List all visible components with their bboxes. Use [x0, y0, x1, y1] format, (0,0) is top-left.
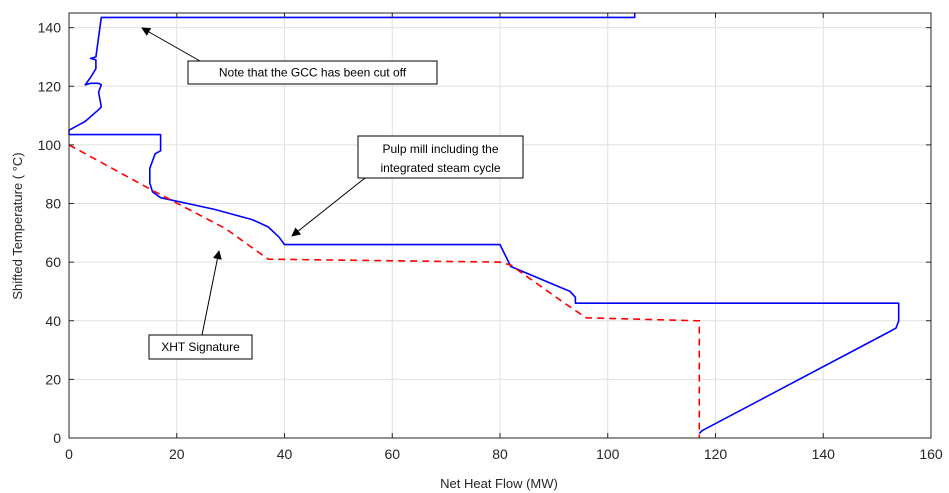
x-tick-label: 80	[492, 446, 508, 462]
annotation-box	[187, 60, 438, 85]
annotation-text: Note that the GCC has been cut off	[219, 66, 407, 80]
x-tick-label: 140	[812, 446, 836, 462]
annotation-arrow	[291, 177, 366, 237]
y-tick-label: 100	[38, 137, 62, 153]
annotation-text: Pulp mill including the	[382, 142, 498, 156]
x-tick-label: 0	[65, 446, 73, 462]
y-tick-label: 140	[38, 20, 62, 36]
annotations: Note that the GCC has been cut off Pulp m…	[141, 27, 524, 360]
x-tick-label: 20	[169, 446, 185, 462]
y-tick-label: 120	[38, 78, 62, 94]
x-tick-label: 60	[384, 446, 400, 462]
solid-series-line	[68, 13, 900, 435]
annotation-text: integrated steam cycle	[380, 161, 500, 175]
x-tick-label: 40	[277, 446, 293, 462]
y-tick-label: 40	[45, 313, 61, 329]
annotation-box	[148, 334, 253, 360]
y-tick-label: 60	[45, 254, 61, 270]
dashed-series-line	[68, 144, 701, 438]
axes: 0 20 40 60 80 100 120 140 160 0 20 40 60 80 100 120 140	[38, 12, 943, 462]
y-tick-label: 20	[45, 371, 61, 387]
annotation-box	[357, 135, 524, 179]
series-lines	[68, 13, 900, 438]
x-tick-label: 100	[596, 446, 620, 462]
annotation-arrow	[201, 250, 222, 336]
x-tick-label: 160	[919, 446, 943, 462]
y-tick-label: 0	[53, 430, 61, 446]
y-axis-title: Shifted Temperature ( °C)	[10, 152, 25, 299]
annotation-arrow	[141, 27, 201, 62]
x-axis-title: Net Heat Flow (MW)	[440, 476, 558, 491]
annotation-text: XHT Signature	[161, 340, 240, 354]
y-tick-label: 80	[45, 196, 61, 212]
x-tick-label: 120	[704, 446, 728, 462]
